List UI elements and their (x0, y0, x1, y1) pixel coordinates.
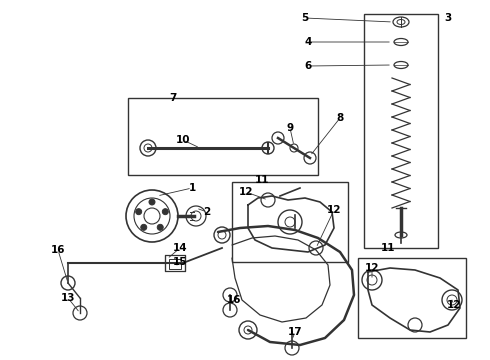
Text: 12: 12 (447, 300, 461, 310)
Text: 1: 1 (188, 183, 196, 193)
Text: 16: 16 (227, 295, 241, 305)
Text: 12: 12 (327, 205, 341, 215)
Text: 9: 9 (287, 123, 294, 133)
Circle shape (157, 224, 163, 230)
Text: 16: 16 (51, 245, 65, 255)
Text: 7: 7 (170, 93, 177, 103)
Text: 15: 15 (173, 257, 187, 267)
Text: 8: 8 (336, 113, 343, 123)
Circle shape (136, 209, 142, 215)
Text: 3: 3 (444, 13, 452, 23)
Text: 6: 6 (304, 61, 312, 71)
Text: 12: 12 (365, 263, 379, 273)
Text: 5: 5 (301, 13, 309, 23)
Bar (165, 255, 185, 271)
Text: 17: 17 (288, 327, 302, 337)
Circle shape (149, 199, 155, 205)
Text: 11: 11 (255, 175, 269, 185)
Text: 11: 11 (381, 243, 395, 253)
Bar (128, 98, 318, 175)
Circle shape (141, 224, 147, 230)
Text: 2: 2 (203, 207, 211, 217)
Text: 4: 4 (304, 37, 312, 47)
Bar (358, 258, 466, 338)
Text: 12: 12 (239, 187, 253, 197)
Text: 14: 14 (172, 243, 187, 253)
Text: 13: 13 (61, 293, 75, 303)
Bar (169, 259, 181, 269)
Circle shape (162, 209, 168, 215)
Text: 10: 10 (176, 135, 190, 145)
Bar (364, 14, 438, 248)
Bar (232, 182, 348, 262)
